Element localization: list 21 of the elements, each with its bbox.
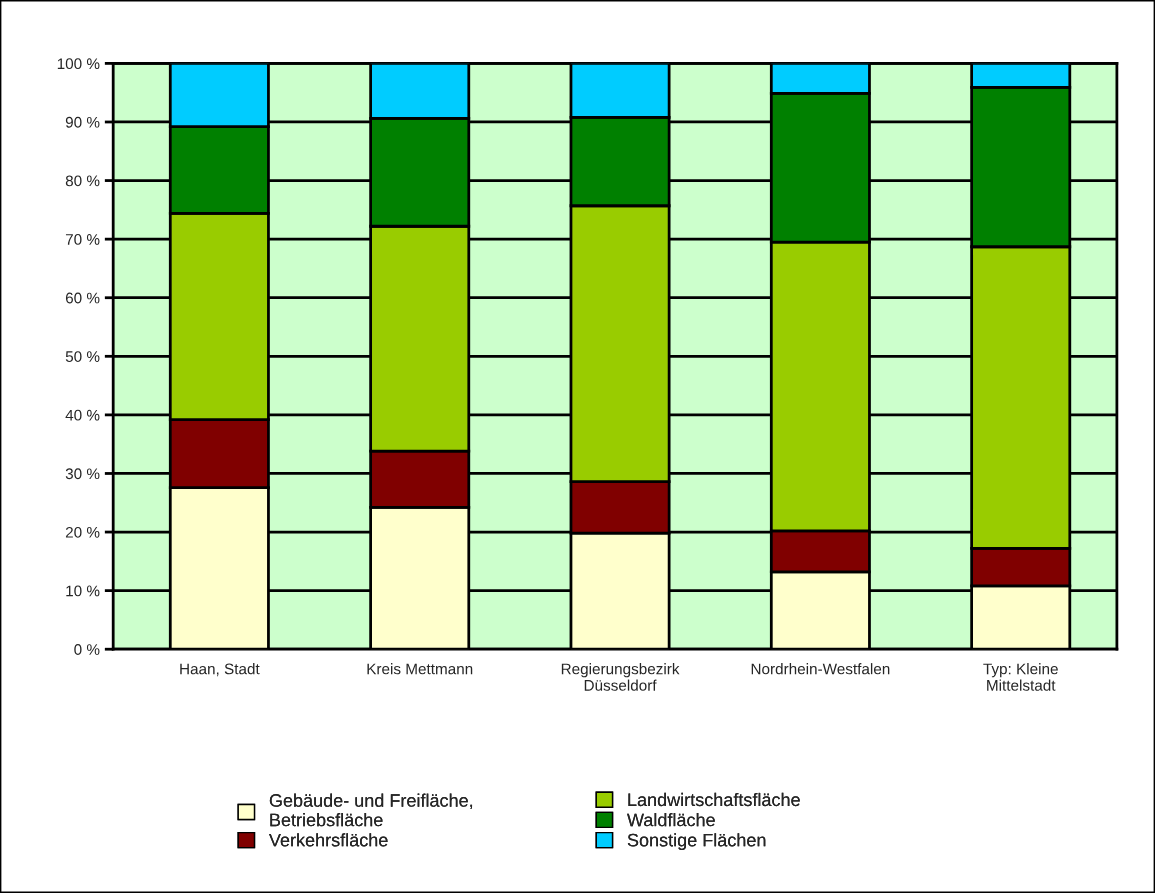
y-tick-label: 20 % [65,526,100,538]
legend-label: Gebäude- und Freifläche, Betriebsfläche [269,793,473,827]
legend-label: Verkehrsfläche [269,833,388,847]
y-tick-label: 80 % [65,175,100,187]
legend-label: Waldfläche [627,813,715,827]
x-tick-label: Haan, Stadt [180,663,260,677]
y-tick-label: 90 % [65,116,100,128]
y-tick-label: 50 % [65,351,100,362]
x-tick-label: Typ: Kleine Mittelstadt [983,663,1058,691]
y-tick-label: 60 % [65,292,100,304]
y-tick-label: 100 % [57,58,100,70]
legend-label: Sonstige Flächen [627,833,766,851]
y-tick-label: 40 % [65,409,100,421]
y-tick-label: 70 % [65,234,100,245]
y-tick-label: 0 % [74,644,100,655]
y-tick-label: 30 % [65,468,100,480]
legend-label: Landwirtschaftsfläche [628,792,800,807]
x-tick-label: Nordrhein-Westfalen [751,663,890,675]
x-tick-label: Regierungsbezirk Düsseldorf [561,663,680,691]
x-tick-label: Kreis Mettmann [367,663,473,675]
y-tick-label: 10 % [66,585,100,597]
